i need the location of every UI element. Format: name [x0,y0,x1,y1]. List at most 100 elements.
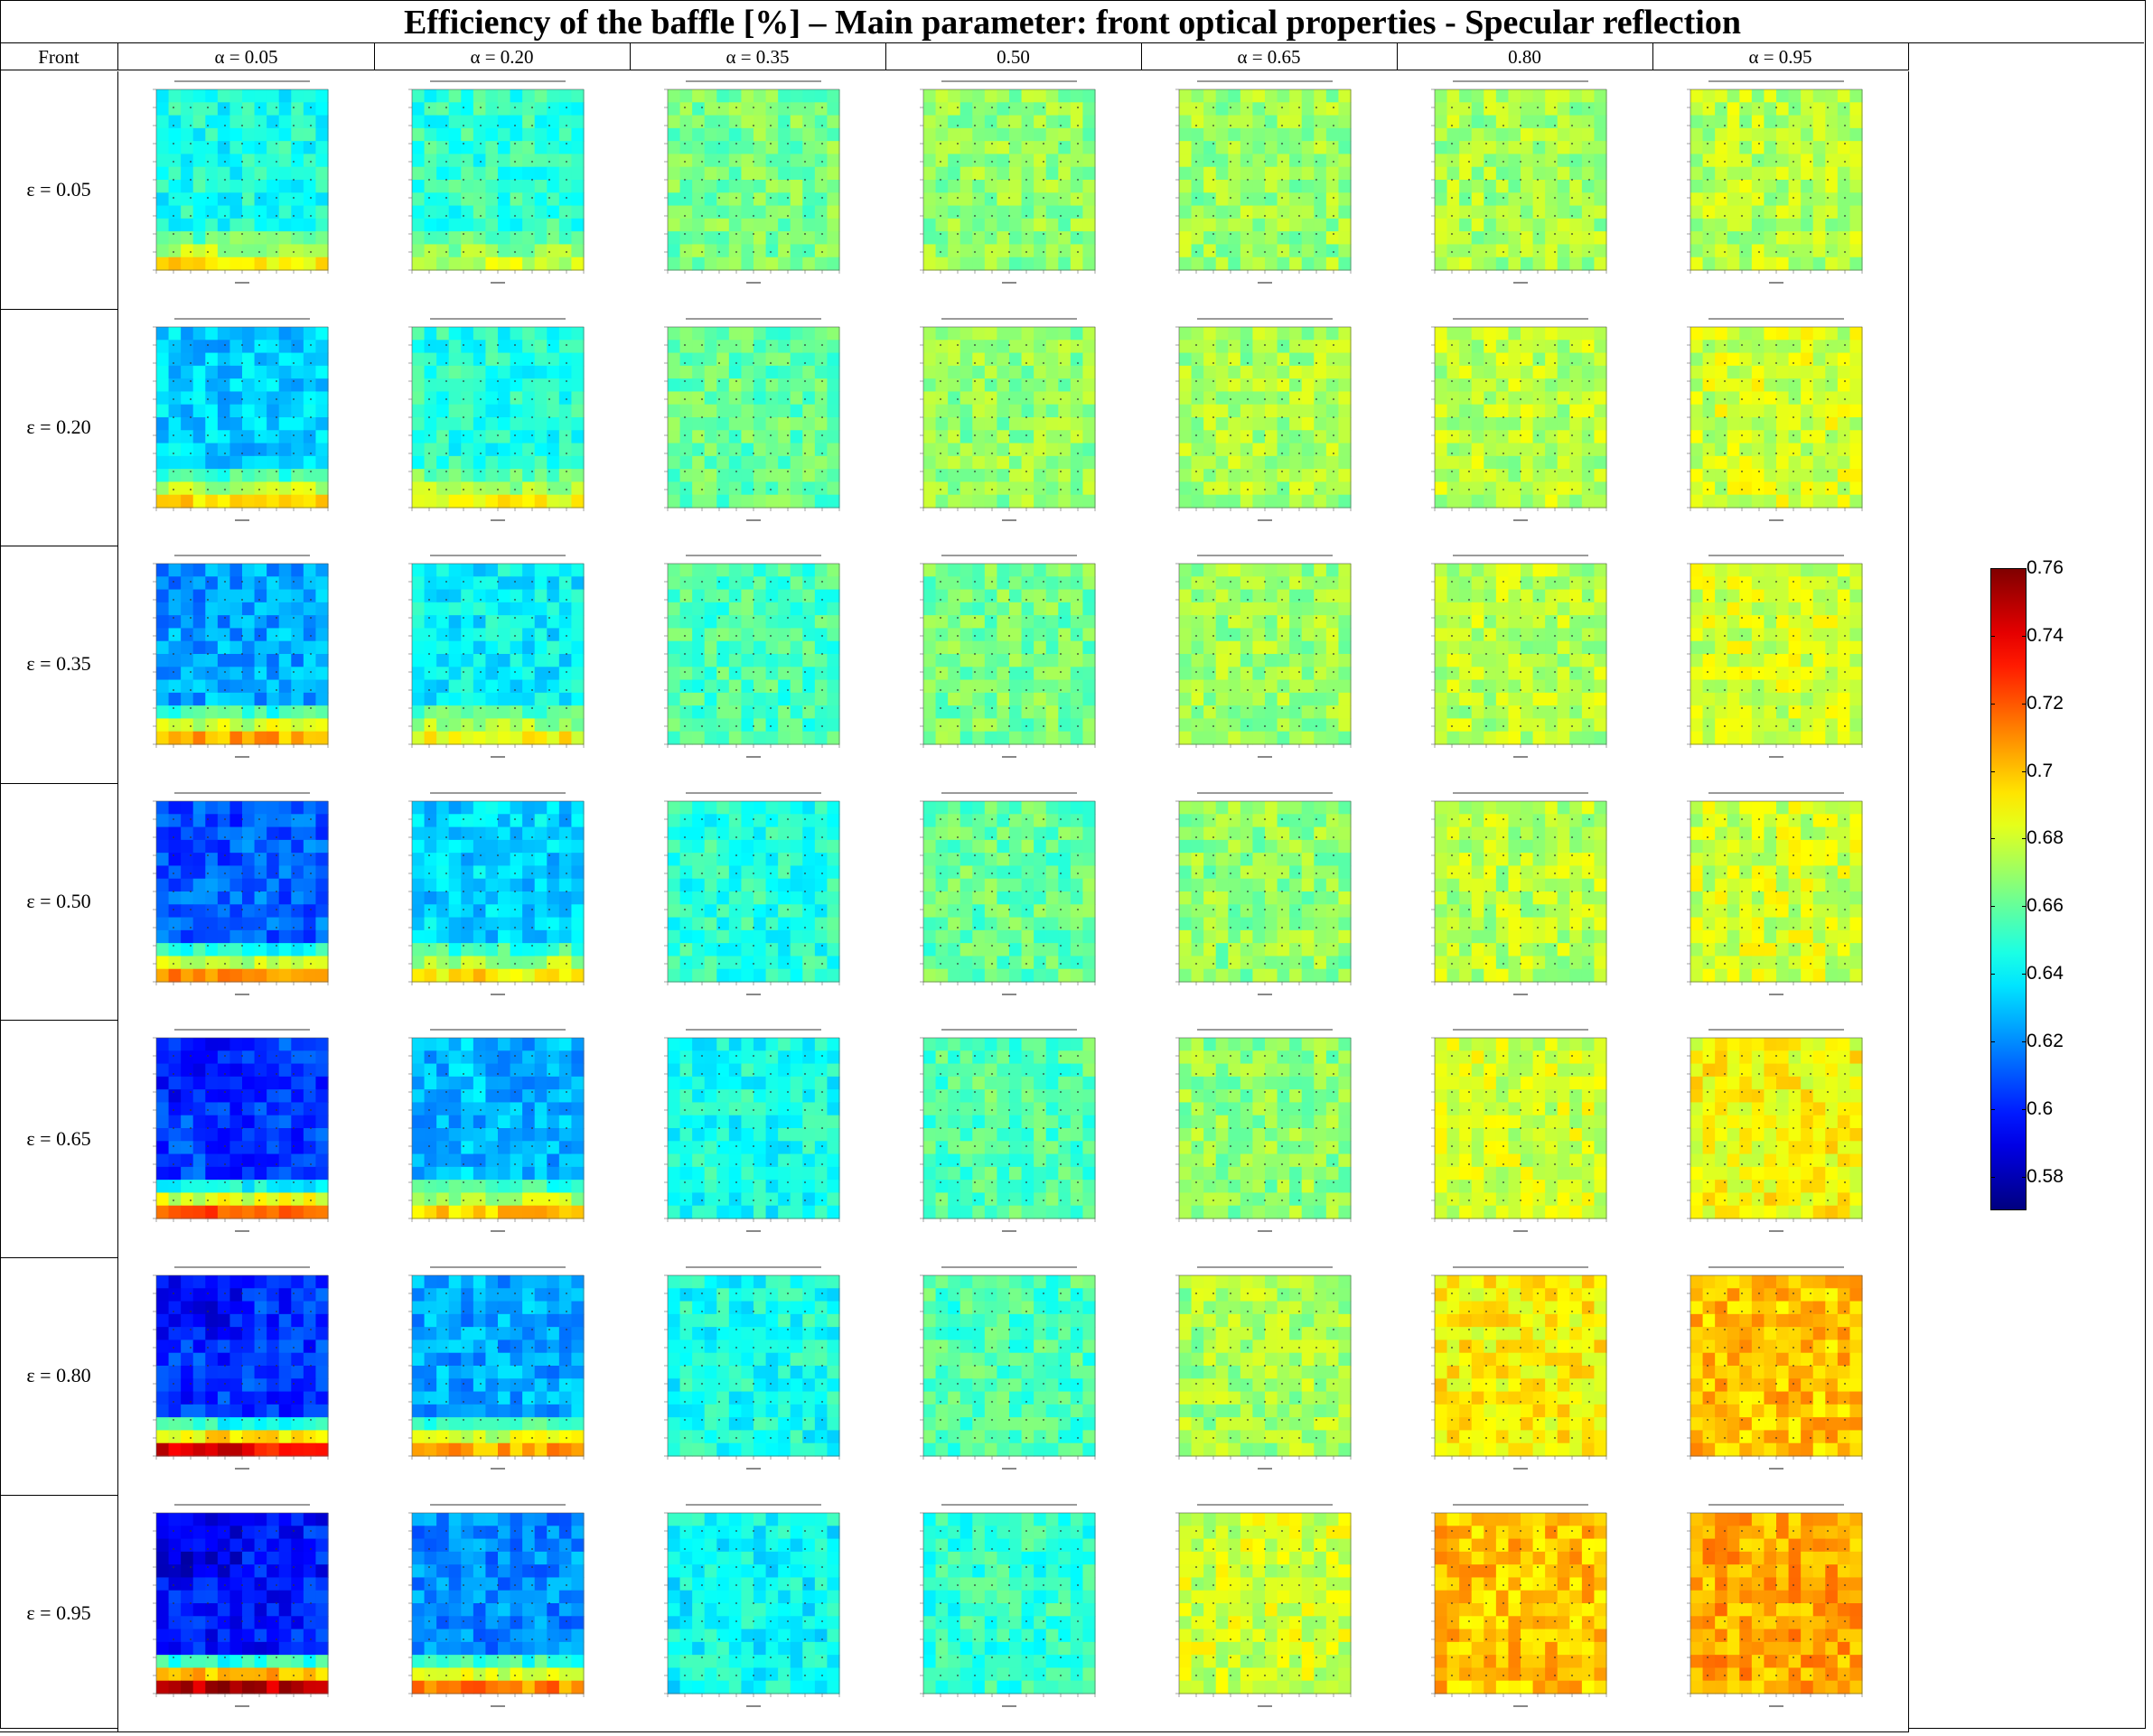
sample-point [718,343,720,346]
heat-patch [522,718,536,733]
heat-patch [242,115,256,129]
heat-patch [790,455,803,470]
sample-point [701,143,703,145]
heat-patch [1252,257,1266,271]
heat-patch [1191,127,1204,142]
sample-point [701,470,703,472]
heat-patch [571,654,585,668]
sample-point [1247,143,1249,145]
sample-point [1333,488,1334,490]
sample-point [548,107,550,108]
heat-patch [436,166,450,181]
heat-patch [303,429,317,443]
heat-patch [1021,218,1034,232]
heat-patch [1314,127,1327,142]
heat-patch [802,127,816,142]
sample-point [1571,251,1573,253]
sample-point [224,635,226,638]
heat-patch [1179,391,1193,405]
heat-patch [303,494,317,509]
heat-patch [1715,115,1728,129]
heat-patch [485,640,499,655]
sample-point [957,452,959,454]
sample-point [991,434,993,436]
heat-patch [315,494,329,509]
heat-patch [1058,404,1072,418]
heat-patch [278,416,292,431]
x-axis-label [491,282,505,284]
heat-patch [461,654,474,668]
heat-patch [778,365,791,379]
heat-patch [461,326,474,341]
sample-point [1844,143,1846,145]
heat-patch [1070,378,1084,392]
heat-patch [692,667,706,681]
heat-patch [547,667,560,681]
sample-point [684,107,686,108]
heat-patch [1837,127,1851,142]
heat-patch [291,102,304,117]
heat-patch [1581,180,1596,193]
heat-patch [1508,404,1521,418]
heat-patch [935,339,949,353]
sample-point [974,361,976,364]
sample-point [1008,125,1010,126]
heat-patch [765,589,779,603]
heat-patch [217,166,231,181]
heat-patch [547,378,560,392]
heat-patch [997,326,1010,341]
heat-patch [1277,494,1290,509]
sample-point [991,251,993,253]
heat-patch [1812,89,1826,103]
heat-patch [1252,180,1266,193]
heat-patch [814,115,828,129]
heat-patch [278,589,292,603]
heat-patch [1034,141,1047,155]
heat-patch [1240,326,1254,341]
heat-patch [571,365,585,379]
heat-patch [424,115,437,129]
heat-patch [473,180,487,193]
sample-point [480,671,482,674]
sample-point [1707,251,1708,253]
heat-patch [217,731,231,745]
heat-patch [1240,391,1254,405]
heat-patch [1776,352,1790,367]
heat-patch [1788,205,1802,219]
heat-patch [558,589,573,603]
sample-point [241,581,243,583]
heat-patch [1727,429,1740,443]
heat-patch [1446,365,1460,379]
heat-patch [1301,218,1315,232]
heat-patch [1569,365,1583,379]
sample-point [991,161,993,163]
sample-point [514,617,516,620]
heat-patch [278,602,292,616]
sample-point [1298,415,1300,418]
heat-patch [205,576,219,591]
heat-patch [1557,257,1570,271]
sample-point [445,617,447,620]
heat-patch [1277,429,1290,443]
sample-point [1333,197,1334,199]
heat-patch [1788,166,1802,181]
sample-point [463,361,464,364]
heat-patch [948,494,961,509]
sample-point [1844,379,1846,382]
heat-patch [205,339,219,353]
heat-patch [1314,391,1327,405]
heat-patch [765,391,779,405]
sample-point [1502,343,1504,346]
heat-patch [1252,154,1266,168]
sample-point [821,361,823,364]
heat-patch [1569,481,1583,495]
heat-patch [741,166,754,181]
heat-patch [741,654,754,668]
subplot-title [430,555,566,557]
heat-patch [412,102,426,117]
heat-patch [181,468,194,482]
heat-patch [192,679,206,694]
heat-patch [242,166,256,181]
sample-point [1077,215,1079,217]
heat-patch [303,154,317,168]
